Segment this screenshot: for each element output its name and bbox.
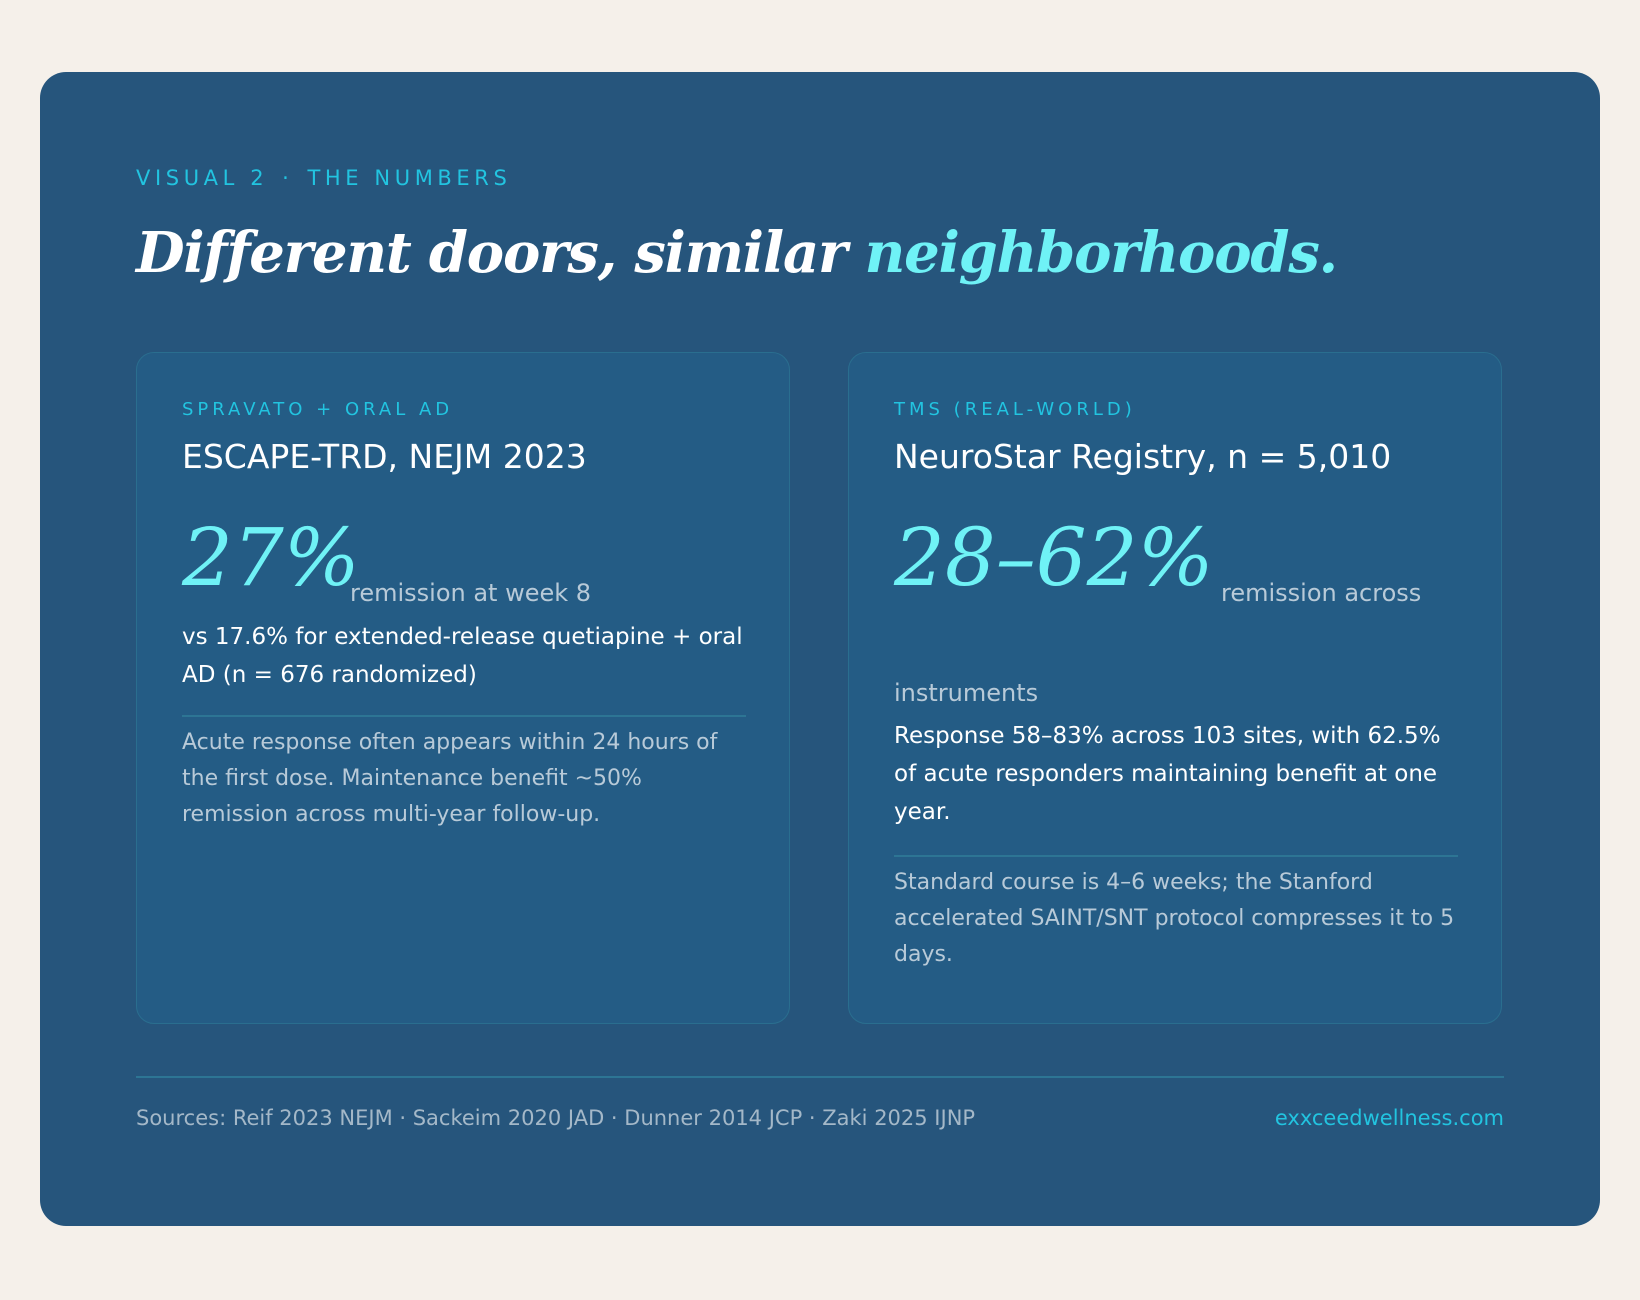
- section-eyebrow: VISUAL 2 · THE NUMBERS: [136, 166, 511, 190]
- card-detail: Response 58–83% across 103 sites, with 6…: [894, 723, 1441, 825]
- footer-divider: [136, 1076, 1504, 1078]
- eyebrow-section: THE NUMBERS: [307, 166, 512, 190]
- main-panel: VISUAL 2 · THE NUMBERS Different doors, si…: [40, 72, 1600, 1226]
- card-title: NeuroStar Registry, n = 5,010: [894, 437, 1392, 476]
- stat-caption-continued: instruments: [894, 679, 1039, 707]
- headline-accent: neighborhoods.: [864, 220, 1339, 286]
- card-kicker: SPRAVATO + ORAL AD: [182, 399, 454, 420]
- card-note: Acute response often appears within 24 h…: [182, 730, 718, 827]
- headline-main: Different doors, similar: [136, 220, 865, 286]
- card-divider: [894, 855, 1458, 857]
- stat-caption: remission across: [1221, 579, 1422, 607]
- card-note: Standard course is 4–6 weeks; the Stanfo…: [894, 870, 1455, 967]
- website-link[interactable]: exxceedwellness.com: [1274, 1106, 1504, 1130]
- tms-card: TMS (REAL-WORLD) NeuroStar Registry, n =…: [848, 352, 1502, 1024]
- card-kicker: TMS (REAL-WORLD): [894, 399, 1136, 420]
- sources-text: Sources: Reif 2023 NEJM · Sackeim 2020 J…: [136, 1106, 976, 1130]
- page-headline: Different doors, similar neighborhoods.: [136, 220, 1339, 286]
- eyebrow-label: VISUAL 2: [136, 166, 269, 190]
- card-divider: [182, 715, 746, 717]
- eyebrow-separator: ·: [282, 166, 294, 190]
- stat-value: 27%: [182, 511, 360, 604]
- stat-caption: remission at week 8: [350, 579, 592, 607]
- card-title: ESCAPE-TRD, NEJM 2023: [182, 437, 587, 476]
- stat-value: 28–62%: [894, 511, 1214, 604]
- spravato-card: SPRAVATO + ORAL AD ESCAPE-TRD, NEJM 2023…: [136, 352, 790, 1024]
- card-detail: vs 17.6% for extended-release quetiapine…: [182, 624, 743, 688]
